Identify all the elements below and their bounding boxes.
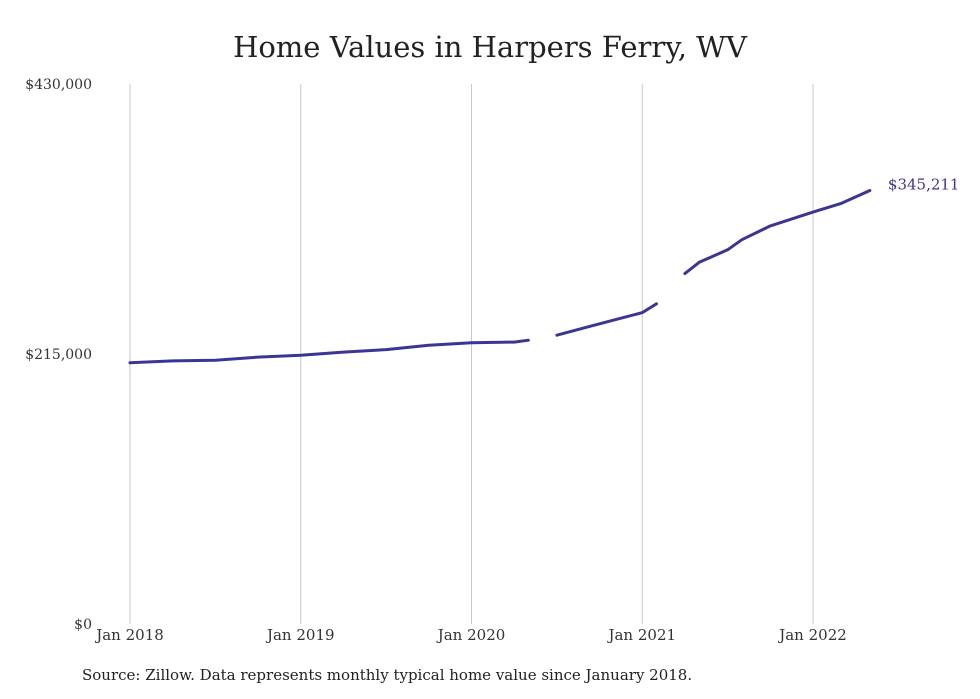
x-tick-label-1: Jan 2019 — [265, 626, 335, 644]
series-segment-2 — [683, 189, 872, 276]
source-note: Source: Zillow. Data represents monthly … — [82, 666, 693, 684]
x-tick-label-0: Jan 2018 — [94, 626, 164, 644]
y-tick-label-0: $0 — [74, 617, 92, 633]
y-axis-tick-labels: $0 $215,000 $430,000 — [25, 77, 92, 633]
x-tick-label-4: Jan 2022 — [777, 626, 847, 644]
end-value-label: $345,211 — [888, 175, 960, 193]
y-tick-label-1: $215,000 — [25, 347, 92, 363]
series-segment-1 — [555, 302, 658, 337]
y-tick-label-2: $430,000 — [25, 77, 92, 93]
grid-lines — [129, 84, 814, 624]
series-line — [128, 189, 872, 365]
series-segment-0 — [128, 338, 530, 365]
x-tick-label-2: Jan 2020 — [436, 626, 506, 644]
data-labels: $345,211 — [888, 175, 960, 193]
x-tick-label-3: Jan 2021 — [606, 626, 676, 644]
x-axis-tick-labels: Jan 2018 Jan 2019 Jan 2020 Jan 2021 Jan 2022 — [94, 626, 847, 644]
chart-title: Home Values in Harpers Ferry, WV — [233, 30, 747, 64]
